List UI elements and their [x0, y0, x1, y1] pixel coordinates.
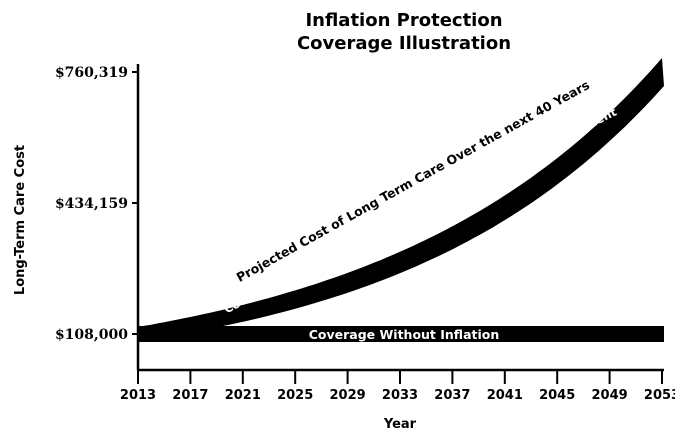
x-tick-label: 2041 [487, 388, 523, 403]
x-tick-label: 2017 [172, 388, 208, 403]
x-tick-label: 2025 [277, 388, 313, 403]
x-tick-label: 2021 [225, 388, 261, 403]
y-tick-label: $760,319 [55, 65, 128, 81]
inflation-coverage-label: Coverage With 5% Compound Inflation Prot… [222, 104, 620, 316]
x-tick-label: 2029 [330, 388, 366, 403]
y-tick-label: $108,000 [55, 327, 128, 343]
y-axis-ticks: $108,000 $434,159 $760,319 [55, 65, 138, 343]
y-axis-label: Long-Term Care Cost [13, 145, 28, 295]
x-tick-label: 2013 [120, 388, 156, 403]
inflation-coverage-curve [138, 58, 664, 341]
x-axis-label: Year [383, 417, 417, 432]
flat-coverage-label: Coverage Without Inflation [309, 327, 500, 342]
x-tick-label: 2033 [382, 388, 418, 403]
y-tick-label: $434,159 [55, 196, 128, 212]
x-tick-label: 2045 [539, 388, 575, 403]
flat-coverage-band [138, 326, 664, 342]
x-tick-label: 2053 [644, 388, 675, 403]
x-tick-label: 2037 [434, 388, 470, 403]
x-tick-label: 2049 [592, 388, 628, 403]
chart-title-line-2: Coverage Illustration [297, 33, 511, 54]
x-axis-ticks: 2013 2017 2021 2025 2029 2033 2037 2041 2045 2049… [120, 370, 675, 403]
chart-title-line-1: Inflation Protection [305, 10, 502, 31]
